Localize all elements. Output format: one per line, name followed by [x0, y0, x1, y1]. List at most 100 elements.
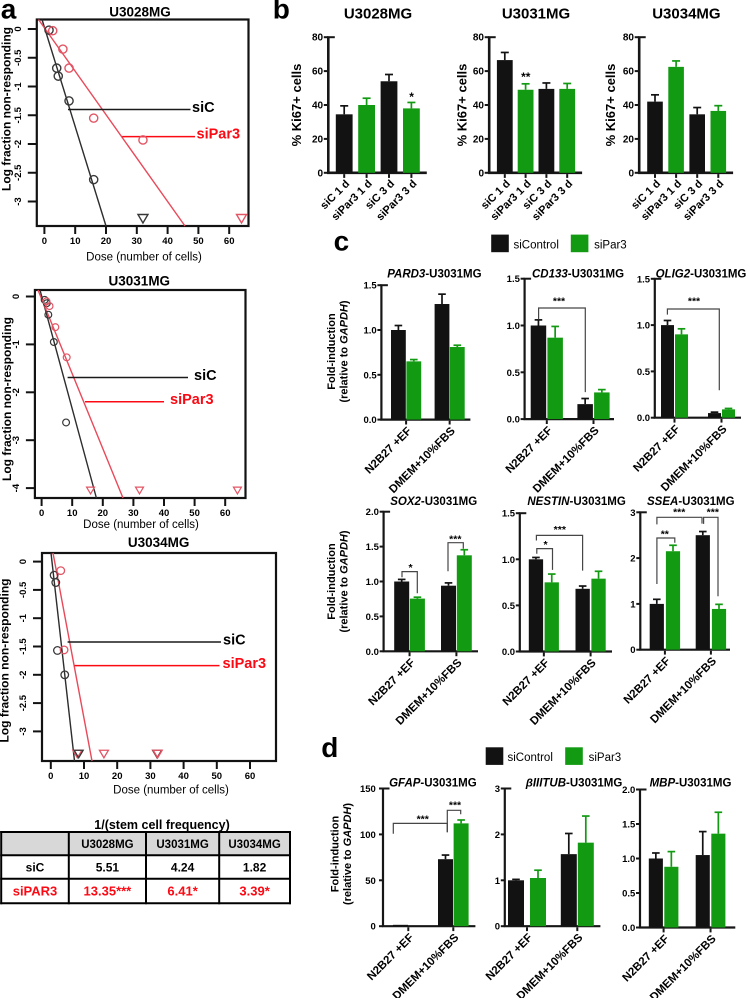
- svg-text:30: 30: [128, 508, 139, 519]
- svg-text:U3034MG: U3034MG: [652, 6, 720, 23]
- svg-text:20: 20: [312, 134, 324, 145]
- svg-text:40: 40: [473, 101, 485, 112]
- svg-text:0: 0: [318, 168, 324, 179]
- svg-text:2: 2: [630, 554, 635, 565]
- svg-text:*: *: [408, 562, 413, 574]
- svg-text:-1.5: -1.5: [13, 106, 24, 123]
- svg-text:***: ***: [554, 524, 567, 536]
- svg-text:60: 60: [220, 508, 231, 519]
- svg-text:-4: -4: [11, 483, 22, 492]
- svg-text:-1: -1: [11, 339, 22, 348]
- svg-text:3.39*: 3.39*: [239, 883, 270, 898]
- svg-text:Fold-induction: Fold-induction: [326, 543, 338, 620]
- svg-text:0.0: 0.0: [363, 415, 376, 426]
- svg-text:1: 1: [630, 599, 636, 610]
- svg-text:CD133-U3031MG: CD133-U3031MG: [532, 268, 624, 280]
- svg-text:***: ***: [688, 296, 701, 308]
- svg-text:Fold-induction: Fold-induction: [330, 816, 342, 893]
- svg-text:NESTIN-U3031MG: NESTIN-U3031MG: [527, 496, 625, 508]
- svg-text:(relative to GAPDH): (relative to GAPDH): [338, 300, 350, 402]
- svg-text:siC: siC: [194, 368, 217, 384]
- svg-text:***: ***: [449, 533, 462, 545]
- svg-text:2.0: 2.0: [622, 785, 635, 796]
- svg-text:20: 20: [473, 134, 485, 145]
- svg-text:0.0: 0.0: [502, 647, 515, 658]
- svg-text:30: 30: [132, 236, 143, 247]
- svg-text:60: 60: [473, 67, 485, 78]
- svg-text:0: 0: [18, 559, 29, 564]
- svg-text:siPar3: siPar3: [170, 392, 214, 408]
- svg-text:c: c: [334, 226, 350, 257]
- svg-text:0.0: 0.0: [637, 413, 650, 424]
- svg-text:-0.5: -0.5: [18, 581, 29, 598]
- svg-text:% Ki67+ cells: % Ki67+ cells: [603, 64, 618, 147]
- svg-text:SSEA-U3031MG: SSEA-U3031MG: [647, 496, 735, 508]
- svg-text:50: 50: [365, 876, 376, 887]
- svg-text:13.35***: 13.35***: [84, 883, 133, 898]
- svg-text:U3034MG: U3034MG: [128, 535, 190, 550]
- svg-text:40: 40: [159, 508, 170, 519]
- svg-text:2: 2: [495, 830, 500, 841]
- svg-text:b: b: [273, 0, 290, 25]
- svg-text:0.0: 0.0: [507, 415, 520, 426]
- svg-text:(relative to GAPDH): (relative to GAPDH): [338, 530, 350, 632]
- svg-text:20: 20: [112, 771, 123, 782]
- svg-text:***: ***: [673, 507, 686, 519]
- svg-text:1.5: 1.5: [637, 274, 651, 285]
- svg-text:(relative to GAPDH): (relative to GAPDH): [342, 803, 354, 905]
- svg-text:0.5: 0.5: [622, 889, 636, 900]
- svg-text:-1: -1: [13, 82, 24, 91]
- svg-text:40: 40: [312, 101, 324, 112]
- svg-text:80: 80: [312, 33, 324, 44]
- svg-text:0: 0: [630, 645, 635, 656]
- svg-text:0.5: 0.5: [502, 601, 516, 612]
- svg-text:-3: -3: [13, 197, 24, 205]
- svg-text:40: 40: [178, 771, 189, 782]
- svg-text:1.5: 1.5: [622, 820, 636, 831]
- svg-text:1/(stem cell frequency): 1/(stem cell frequency): [94, 818, 229, 832]
- svg-text:siPAR3: siPAR3: [13, 883, 58, 898]
- svg-text:siPar3: siPar3: [594, 239, 627, 251]
- svg-text:-2: -2: [13, 140, 24, 148]
- svg-text:*: *: [409, 90, 414, 104]
- svg-text:-2.5: -2.5: [18, 694, 29, 711]
- svg-text:10: 10: [67, 508, 78, 519]
- svg-text:6.41*: 6.41*: [167, 883, 198, 898]
- svg-text:-1.5: -1.5: [18, 638, 29, 655]
- svg-text:0: 0: [13, 26, 24, 31]
- svg-text:50: 50: [212, 771, 223, 782]
- svg-text:1.5: 1.5: [363, 281, 377, 292]
- svg-text:60: 60: [312, 67, 324, 78]
- svg-text:40: 40: [162, 236, 173, 247]
- svg-text:1.5: 1.5: [507, 274, 521, 285]
- svg-text:siPar3: siPar3: [223, 656, 267, 672]
- svg-text:20: 20: [623, 134, 635, 145]
- svg-text:GFAP-U3031MG: GFAP-U3031MG: [389, 777, 477, 789]
- svg-text:***: ***: [417, 814, 430, 826]
- svg-text:**: **: [661, 529, 670, 541]
- svg-text:siPar3: siPar3: [197, 127, 241, 143]
- svg-text:0: 0: [42, 236, 47, 247]
- svg-text:50: 50: [189, 508, 200, 519]
- svg-text:PARD3-U3031MG: PARD3-U3031MG: [387, 268, 481, 280]
- svg-text:-2.5: -2.5: [13, 164, 24, 181]
- svg-text:60: 60: [245, 771, 256, 782]
- svg-text:U3028MG: U3028MG: [81, 839, 133, 851]
- svg-text:50: 50: [193, 236, 204, 247]
- svg-text:-0.5: -0.5: [13, 49, 24, 66]
- svg-text:siPar3: siPar3: [589, 752, 622, 764]
- svg-text:20: 20: [101, 236, 112, 247]
- svg-text:Log fraction non-responding: Log fraction non-responding: [0, 317, 14, 481]
- svg-text:0: 0: [371, 922, 376, 933]
- svg-text:-1: -1: [18, 613, 29, 622]
- svg-text:10: 10: [70, 236, 81, 247]
- svg-text:1.0: 1.0: [363, 326, 376, 337]
- svg-text:U3031MG: U3031MG: [109, 273, 171, 288]
- svg-text:-2: -2: [18, 671, 29, 679]
- svg-text:siControl: siControl: [508, 752, 553, 764]
- svg-text:Dose (number of cells): Dose (number of cells): [86, 252, 202, 264]
- svg-text:-3: -3: [11, 436, 22, 444]
- svg-text:0.5: 0.5: [366, 612, 380, 623]
- svg-text:Log fraction non-responding: Log fraction non-responding: [0, 579, 12, 743]
- svg-text:5.51: 5.51: [96, 861, 120, 875]
